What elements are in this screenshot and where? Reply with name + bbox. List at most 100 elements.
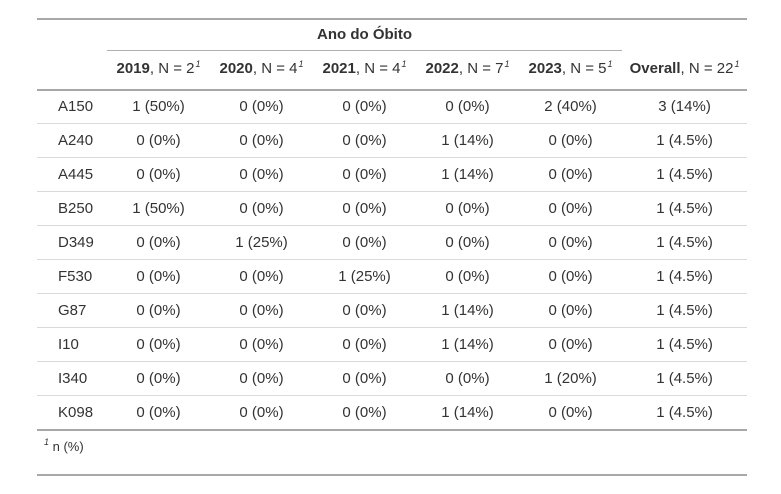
footnote-text: n (%) [52,438,84,454]
data-cell: 0 (0%) [313,395,416,431]
row-label: D349 [37,225,107,260]
data-cell: 0 (0%) [313,191,416,226]
column-header-n: , N = 7 [458,60,504,78]
table-row: K098 0 (0%) 0 (0%) 0 (0%) 1 (14%) 0 (0%) 1 (4.… [37,395,748,431]
data-cell: 0 (0%) [210,395,313,431]
data-cell: 0 (0%) [107,293,210,328]
column-header-n: , N = 22 [680,60,734,77]
stub-spacer [37,19,107,51]
footnote-marker: 1 [607,59,613,70]
data-cell: 0 (0%) [210,293,313,328]
footnote-marker: 1 [298,59,304,70]
death-year-summary-table: Ano do Óbito 2019, N = 21 2020, N = 41 202… [37,18,748,476]
footnote-marker: 1 [504,59,510,70]
data-cell: 0 (0%) [313,225,416,260]
data-cell: 1 (25%) [210,225,313,260]
column-header-year: 2020 [219,60,253,78]
data-cell: 0 (0%) [519,191,623,226]
data-cell: 0 (0%) [519,157,623,192]
column-header-year: 2019 [116,60,150,78]
data-cell: 1 (14%) [416,123,519,158]
table-row: G87 0 (0%) 0 (0%) 0 (0%) 1 (14%) 0 (0%) 1 (4.5… [37,293,748,328]
data-cell: 1 (4.5%) [622,293,748,328]
row-label: A445 [37,157,107,192]
stub-header [37,50,107,91]
column-header-2019: 2019, N = 21 [107,50,210,91]
data-cell: 0 (0%) [519,395,623,431]
table-row: B250 1 (50%) 0 (0%) 0 (0%) 0 (0%) 0 (0%) 1 (4.… [37,191,748,226]
data-cell: 1 (4.5%) [622,225,748,260]
footnote-marker: 1 [44,437,50,448]
row-label: F530 [37,259,107,294]
table-row: A240 0 (0%) 0 (0%) 0 (0%) 1 (14%) 0 (0%) 1 (4.… [37,123,748,158]
footnote-marker: 1 [195,59,201,70]
data-cell: 0 (0%) [210,191,313,226]
column-header-2021: 2021, N = 41 [313,50,416,91]
table-row: F530 0 (0%) 0 (0%) 1 (25%) 0 (0%) 0 (0%) 1 (4.… [37,259,748,294]
data-cell: 1 (50%) [107,191,210,226]
column-header-n: , N = 4 [252,60,298,78]
data-cell: 0 (0%) [107,395,210,431]
data-cell: 1 (14%) [416,327,519,362]
data-cell: 0 (0%) [519,293,623,328]
table-row: D349 0 (0%) 1 (25%) 0 (0%) 0 (0%) 0 (0%) 1 (4.… [37,225,748,260]
data-cell: 0 (0%) [313,89,416,124]
row-label: I10 [37,327,107,362]
data-cell: 1 (4.5%) [622,191,748,226]
data-cell: 0 (0%) [313,293,416,328]
data-cell: 0 (0%) [519,259,623,294]
data-cell: 3 (14%) [622,89,748,124]
column-header-year: 2021 [322,60,356,78]
row-label: I340 [37,361,107,396]
row-label: A150 [37,89,107,124]
column-header-2022: 2022, N = 71 [416,50,519,91]
data-cell: 0 (0%) [210,361,313,396]
column-header-n: , N = 5 [561,60,607,78]
summary-table-page: Ano do Óbito 2019, N = 21 2020, N = 41 202… [37,18,748,476]
column-header-year: 2023 [528,60,562,78]
data-cell: 1 (14%) [416,395,519,431]
column-header-n: , N = 4 [355,60,401,78]
table-row: I340 0 (0%) 0 (0%) 0 (0%) 0 (0%) 1 (20%) 1 (4.… [37,361,748,396]
data-cell: 0 (0%) [210,327,313,362]
data-cell: 0 (0%) [416,191,519,226]
footnote-row: 1 n (%) [37,429,748,476]
data-cell: 0 (0%) [416,225,519,260]
data-cell: 0 (0%) [210,89,313,124]
data-cell: 1 (4.5%) [622,327,748,362]
table-row: A150 1 (50%) 0 (0%) 0 (0%) 0 (0%) 2 (40%) 3 (1… [37,89,748,124]
column-header-n: , N = 2 [149,60,195,78]
row-label: K098 [37,395,107,431]
data-cell: 0 (0%) [210,157,313,192]
data-cell: 0 (0%) [107,361,210,396]
data-cell: 1 (4.5%) [622,123,748,158]
data-cell: 0 (0%) [519,327,623,362]
column-header-year: Overall [629,60,681,77]
table-row: A445 0 (0%) 0 (0%) 0 (0%) 1 (14%) 0 (0%) 1 (4.… [37,157,748,192]
column-header-overall: Overall, N = 221 [622,50,748,91]
data-cell: 1 (50%) [107,89,210,124]
data-cell: 0 (0%) [313,123,416,158]
data-cell: 0 (0%) [107,327,210,362]
data-cell: 0 (0%) [416,89,519,124]
column-header-row: 2019, N = 21 2020, N = 41 2021, N = 41 2022… [37,50,748,91]
data-cell: 0 (0%) [313,327,416,362]
column-header-year: 2022 [425,60,459,78]
data-cell: 0 (0%) [416,361,519,396]
data-cell: 0 (0%) [313,361,416,396]
data-cell: 1 (20%) [519,361,623,396]
spanner-header: Ano do Óbito [107,19,623,51]
data-cell: 2 (40%) [519,89,623,124]
data-cell: 0 (0%) [210,123,313,158]
spanner-row: Ano do Óbito [37,19,747,51]
data-cell: 0 (0%) [519,123,623,158]
column-header-2023: 2023, N = 51 [519,50,623,91]
data-cell: 1 (4.5%) [622,395,748,431]
data-cell: 0 (0%) [107,123,210,158]
data-cell: 0 (0%) [107,225,210,260]
table-row: I10 0 (0%) 0 (0%) 0 (0%) 1 (14%) 0 (0%) 1 (4.5… [37,327,748,362]
overall-spacer [622,19,747,51]
footnote-marker: 1 [734,59,740,69]
footnote-marker: 1 [401,59,407,70]
data-cell: 1 (4.5%) [622,361,748,396]
